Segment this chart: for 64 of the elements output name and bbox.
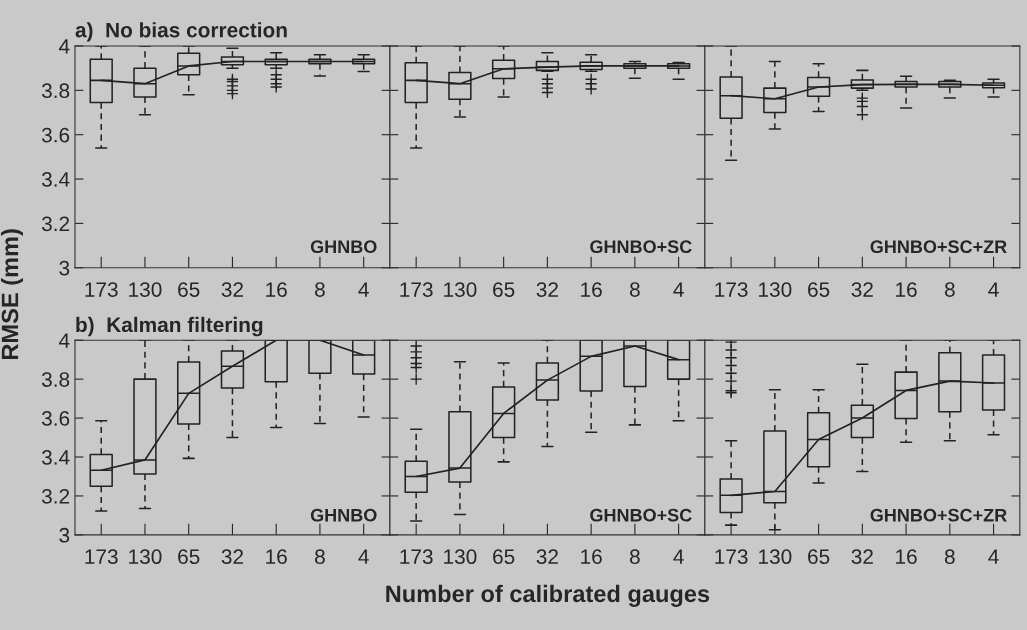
- x-tick-label: 130: [129, 549, 162, 565]
- x-tick-label: 173: [85, 549, 118, 565]
- x-tick-label: 16: [266, 549, 287, 565]
- x-axis-title: Number of calibrated gauges: [386, 584, 710, 607]
- x-tick-label: 4: [358, 282, 369, 297]
- x-tick-label: 130: [444, 282, 477, 297]
- x-tick-label: 65: [808, 282, 830, 297]
- x-tick-label: 65: [493, 282, 515, 297]
- x-tick-label: 173: [400, 549, 433, 565]
- x-tick-label: 65: [493, 549, 515, 565]
- x-tick-label: 130: [759, 282, 792, 297]
- x-tick-label: 8: [315, 549, 325, 565]
- x-tick-label: 130: [444, 549, 477, 565]
- y-tick-label: 3.8: [41, 83, 70, 99]
- x-tick-label: 4: [673, 282, 684, 297]
- x-tick-label: 4: [358, 549, 369, 564]
- x-tick-label: 4: [988, 549, 999, 564]
- y-tick-label: 3: [59, 527, 70, 543]
- annotation: GHNBO+SC: [590, 240, 692, 254]
- x-tick-label: 65: [178, 549, 200, 565]
- x-tick-label: 8: [944, 549, 955, 565]
- chart-title: a) No bias correction: [75, 22, 287, 42]
- y-tick-label: 3.4: [41, 172, 70, 187]
- x-tick-label: 8: [629, 282, 640, 297]
- x-tick-label: 130: [129, 282, 162, 297]
- annotation: GHNBO+SC: [590, 508, 692, 522]
- y-tick-label: 3.6: [41, 127, 70, 143]
- x-tick-label: 32: [851, 549, 873, 565]
- y-tick-label: 3.2: [41, 488, 70, 504]
- x-tick-label: 173: [85, 282, 118, 297]
- x-tick-label: 4: [988, 282, 999, 297]
- x-tick-label: 8: [629, 549, 640, 565]
- y-tick-label: 3.4: [41, 450, 70, 465]
- x-tick-label: 32: [536, 549, 558, 565]
- annotation: GHNBO+SC+ZR: [870, 240, 1007, 254]
- y-tick-label: 3.8: [41, 372, 70, 387]
- annotation: GHNBO+SC+ZR: [870, 508, 1007, 522]
- x-tick-label: 32: [851, 282, 873, 297]
- y-tick-label: 4: [59, 39, 70, 54]
- x-tick-label: 32: [536, 282, 558, 297]
- annotation: GHNBO: [310, 508, 377, 522]
- x-tick-label: 8: [944, 282, 955, 297]
- x-tick-label: 16: [266, 282, 287, 297]
- x-tick-label: 65: [808, 549, 830, 565]
- x-tick-label: 16: [581, 282, 602, 297]
- x-tick-label: 130: [759, 549, 792, 565]
- y-axis-title: RMSE (mm): [0, 229, 23, 360]
- x-tick-label: 65: [178, 282, 200, 297]
- x-tick-label: 16: [896, 549, 917, 565]
- x-tick-label: 16: [896, 282, 917, 297]
- x-tick-label: 32: [221, 282, 243, 297]
- y-tick-label: 3.2: [41, 216, 70, 232]
- x-tick-label: 32: [221, 549, 243, 565]
- annotation: GHNBO: [310, 240, 377, 254]
- chart-title: b) Kalman filtering: [76, 316, 263, 337]
- x-tick-label: 173: [715, 282, 748, 297]
- x-tick-label: 173: [715, 549, 748, 565]
- y-tick-label: 3.6: [41, 411, 70, 426]
- x-tick-label: 4: [673, 549, 684, 564]
- x-tick-label: 16: [581, 549, 602, 565]
- y-tick-label: 3: [59, 260, 70, 276]
- x-tick-label: 173: [400, 282, 433, 297]
- y-tick-label: 4: [59, 333, 70, 348]
- x-tick-label: 8: [315, 282, 325, 297]
